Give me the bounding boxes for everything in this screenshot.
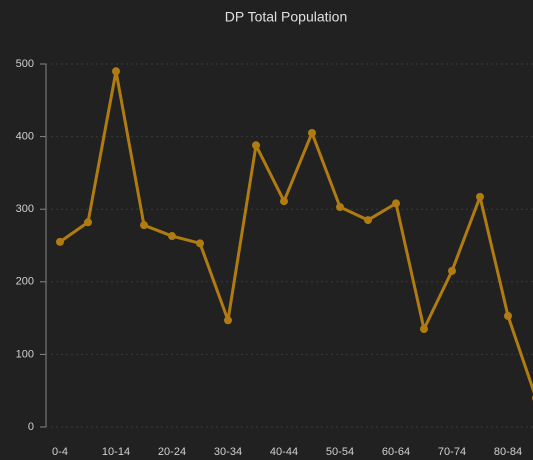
x-tick-label: 70-74 xyxy=(438,446,466,458)
point xyxy=(392,199,400,208)
y-tick-label: 0 xyxy=(28,421,34,433)
point xyxy=(504,311,512,320)
point xyxy=(84,218,92,227)
y-tick-label: 300 xyxy=(16,203,34,215)
point xyxy=(420,324,428,333)
y-tick-label: 500 xyxy=(16,58,34,70)
y-tick-label: 400 xyxy=(16,131,34,143)
x-tick-label: 60-64 xyxy=(382,446,410,458)
point xyxy=(252,141,260,150)
point xyxy=(168,232,176,241)
point xyxy=(308,128,316,137)
x-tick-label: 30-34 xyxy=(214,446,242,458)
chart-title: DP Total Population xyxy=(225,9,347,25)
point xyxy=(280,197,288,206)
x-tick-label: 40-44 xyxy=(270,446,298,458)
point xyxy=(56,237,64,246)
point xyxy=(196,239,204,248)
x-tick-label: 20-24 xyxy=(158,446,186,458)
point xyxy=(224,316,232,325)
point xyxy=(476,192,484,201)
point xyxy=(364,216,372,225)
x-tick-label: 0-4 xyxy=(52,446,68,458)
point xyxy=(448,266,456,275)
x-tick-label: 10-14 xyxy=(102,446,130,458)
point xyxy=(336,203,344,212)
y-tick-label: 100 xyxy=(16,348,34,360)
x-tick-label: 50-54 xyxy=(326,446,354,458)
x-tick-label: 80-84 xyxy=(494,446,522,458)
line xyxy=(59,69,533,394)
point xyxy=(140,221,148,230)
y-tick-label: 200 xyxy=(16,276,34,288)
point xyxy=(112,67,120,76)
